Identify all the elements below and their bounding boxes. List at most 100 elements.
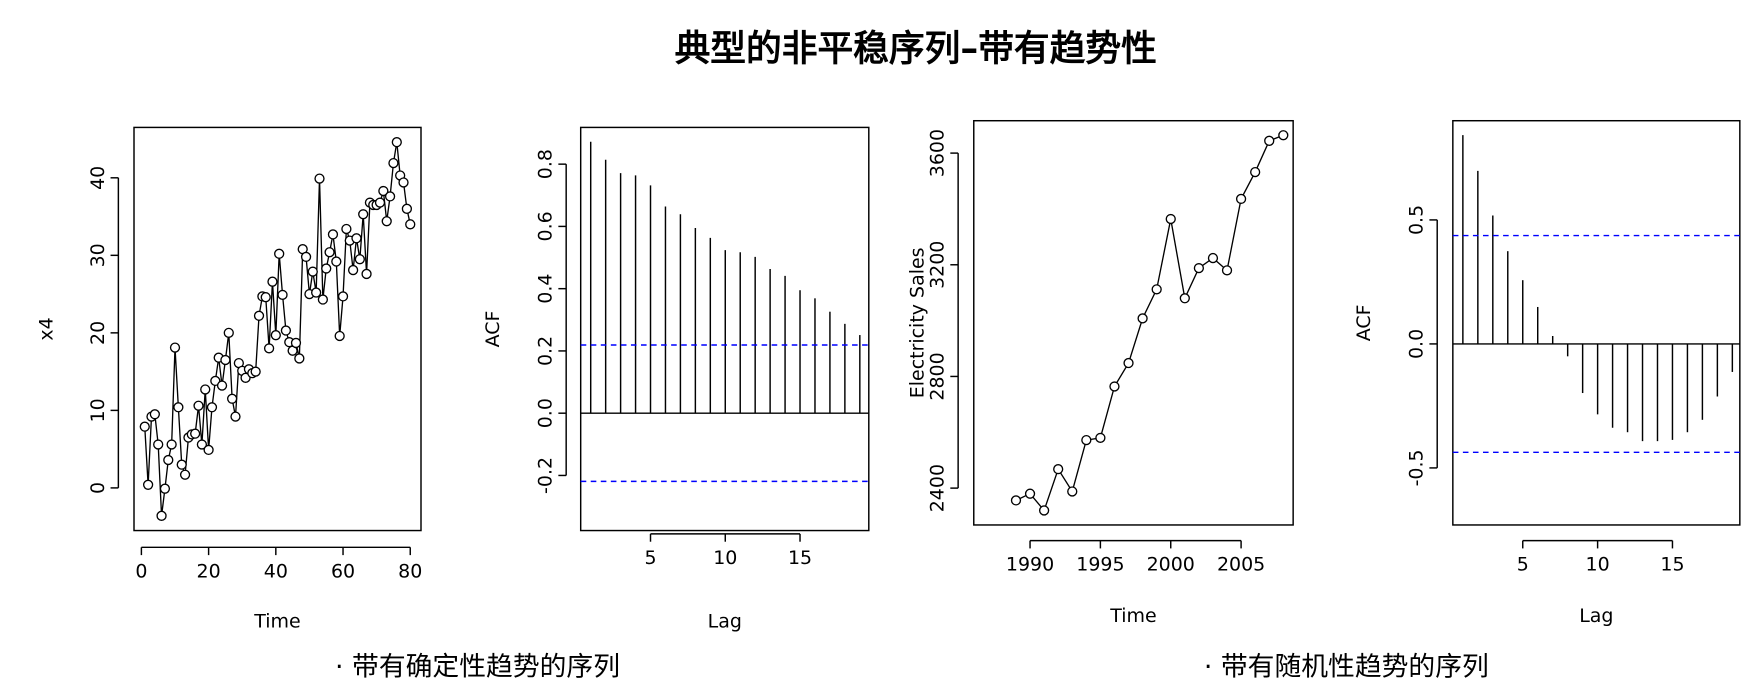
data-point (193, 400, 204, 411)
plot-box (133, 126, 422, 532)
data-point (384, 191, 396, 202)
data-point (280, 325, 292, 336)
data-point (149, 409, 160, 420)
plot-box (579, 126, 870, 532)
x-tick-label: 15 (1660, 554, 1684, 576)
x-tick-label: 60 (331, 560, 355, 582)
data-point (347, 264, 359, 276)
x-tick-label: 1995 (1076, 554, 1124, 576)
y-tick-label: 3600 (927, 129, 949, 177)
data-point (307, 266, 318, 277)
y-tick-label: 0.5 (1406, 205, 1428, 235)
data-point (142, 479, 154, 490)
y-tick-label: 0 (87, 482, 109, 494)
data-point (1207, 252, 1219, 264)
y-tick-label: 40 (87, 166, 109, 190)
data-point (317, 294, 329, 305)
data-point (139, 421, 150, 432)
data-point (1109, 381, 1120, 392)
data-point (173, 402, 184, 413)
data-point (327, 229, 339, 240)
data-point (270, 330, 281, 341)
data-point (374, 197, 386, 208)
y-axis-title: Electricity Sales (906, 247, 928, 398)
x-tick-label: 0 (135, 560, 147, 582)
x-tick-label: 80 (398, 560, 422, 582)
x-tick-label: 15 (788, 547, 812, 569)
data-point (226, 393, 238, 404)
x-tick-label: 2005 (1217, 554, 1265, 576)
data-point (324, 247, 335, 258)
data-point (1151, 284, 1162, 295)
data-point (290, 337, 302, 349)
data-point (230, 411, 241, 422)
data-point (206, 402, 218, 413)
figure-title: 典型的非平稳序列–带有趋势性 (675, 28, 1157, 69)
data-point (314, 173, 325, 184)
data-point (1010, 495, 1022, 506)
y-tick-label: -0.2 (535, 457, 557, 494)
data-point (358, 209, 369, 220)
data-point (1235, 193, 1247, 205)
data-point (300, 251, 312, 263)
caption: · 带有确定性趋势的序列 (335, 651, 620, 682)
data-point (176, 459, 187, 470)
data-point (1095, 432, 1106, 443)
data-point (1123, 357, 1134, 369)
data-point (381, 216, 392, 227)
data-point (1264, 135, 1275, 146)
data-point (277, 289, 288, 301)
data-point (1165, 213, 1176, 225)
data-point (1179, 293, 1190, 304)
data-point (196, 439, 208, 450)
plot-box (1452, 119, 1741, 526)
data-point (179, 469, 191, 480)
data-point (263, 343, 275, 354)
y-tick-label: 0.0 (535, 398, 557, 428)
data-point (401, 203, 413, 214)
data-point (341, 223, 352, 235)
x-axis-title: Time (253, 611, 300, 633)
data-point (216, 380, 228, 391)
series-line (1015, 134, 1284, 512)
data-point (274, 248, 285, 259)
data-point (1067, 486, 1078, 497)
x-axis-title: Lag (708, 611, 742, 633)
data-point (1024, 488, 1036, 499)
y-tick-label: 10 (87, 398, 109, 422)
data-point (331, 256, 342, 267)
data-point (1053, 463, 1064, 475)
data-point (166, 439, 177, 450)
x-tick-label: 1990 (1006, 554, 1054, 576)
data-point (337, 291, 349, 302)
data-point (1081, 434, 1092, 446)
data-point (163, 454, 174, 466)
x-tick-label: 10 (1586, 554, 1610, 576)
data-point (253, 310, 265, 321)
y-tick-label: 0.4 (535, 274, 557, 304)
data-point (1137, 313, 1148, 324)
data-point (354, 254, 365, 265)
data-point (267, 276, 278, 287)
y-tick-label: -0.5 (1406, 449, 1428, 486)
data-point (1250, 166, 1261, 178)
data-point (294, 353, 305, 364)
data-point (311, 287, 322, 298)
data-point (169, 342, 181, 353)
data-point (153, 439, 164, 450)
y-tick-label: 2800 (927, 352, 949, 400)
data-point (391, 137, 402, 148)
data-point (378, 185, 389, 197)
data-point (398, 177, 409, 188)
y-axis-title: ACF (482, 311, 504, 348)
data-point (260, 292, 271, 303)
y-axis-title: x4 (35, 317, 57, 340)
y-tick-label: 30 (87, 243, 109, 267)
data-point (351, 233, 362, 244)
data-point (334, 330, 345, 342)
data-point (190, 428, 201, 439)
plot-box (973, 119, 1294, 526)
y-axis-title: ACF (1353, 304, 1375, 341)
data-point (156, 510, 167, 521)
